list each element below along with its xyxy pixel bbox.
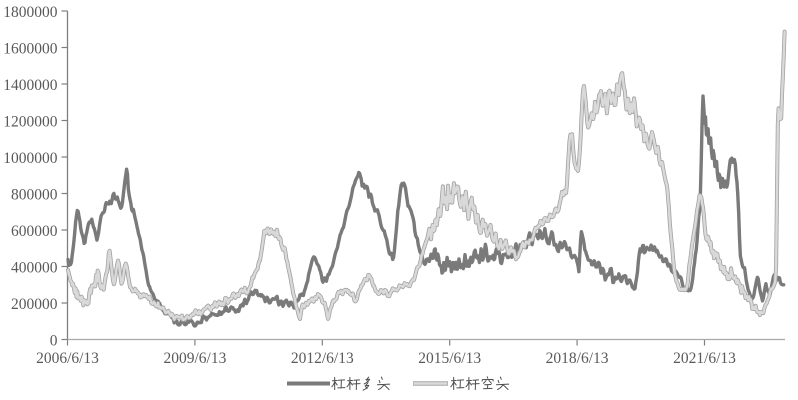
svg-text:0: 0 (50, 333, 58, 350)
svg-text:1400000: 1400000 (3, 77, 58, 94)
svg-text:2018/6/13: 2018/6/13 (546, 350, 609, 367)
svg-text:800000: 800000 (11, 187, 58, 204)
svg-text:200000: 200000 (11, 296, 58, 313)
svg-text:600000: 600000 (11, 223, 58, 240)
svg-text:1800000: 1800000 (3, 4, 58, 21)
svg-text:1600000: 1600000 (3, 41, 58, 58)
svg-text:2012/6/13: 2012/6/13 (291, 350, 354, 367)
svg-text:2006/6/13: 2006/6/13 (36, 350, 99, 367)
svg-text:2009/6/13: 2009/6/13 (163, 350, 226, 367)
svg-text:1000000: 1000000 (3, 150, 58, 167)
svg-text:2015/6/13: 2015/6/13 (418, 350, 481, 367)
svg-text:2021/6/13: 2021/6/13 (673, 350, 736, 367)
svg-text:400000: 400000 (11, 260, 58, 277)
svg-text:1200000: 1200000 (3, 114, 58, 131)
